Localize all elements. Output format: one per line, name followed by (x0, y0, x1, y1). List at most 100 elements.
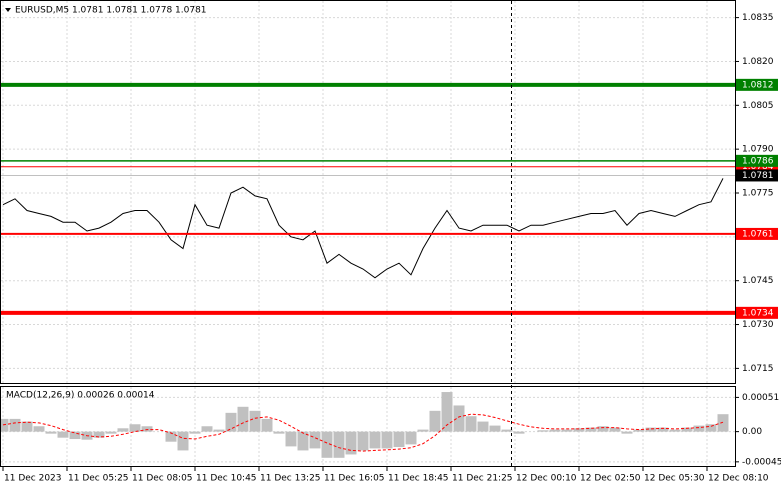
macd-bar (213, 429, 225, 432)
y-tick-label: 1.0820 (742, 57, 774, 67)
y-tick-label: 1.0745 (742, 276, 774, 286)
macd-bar (537, 430, 549, 432)
macd-bar (357, 431, 369, 451)
macd-bar (453, 405, 465, 432)
macd-bar (117, 428, 129, 432)
macd-bar (249, 410, 261, 432)
macd-bar (177, 431, 189, 451)
level-label-box (736, 78, 778, 91)
macd-bar (681, 427, 693, 432)
macd-bar (717, 414, 729, 432)
macd-bar (201, 426, 213, 432)
macd-bar (705, 424, 717, 432)
macd-title: MACD(12,26,9) 0.00026 0.00014 (6, 391, 155, 401)
macd-bar (633, 429, 645, 432)
level-label: 1.0781 (742, 171, 774, 181)
macd-bar (237, 406, 249, 432)
macd-bar (93, 431, 105, 438)
macd-bar (285, 431, 297, 447)
macd-bar (321, 431, 333, 458)
x-tick-label: 11 Dec 05:25 (68, 474, 129, 484)
level-label: 1.0812 (742, 80, 774, 90)
level-label: 1.0734 (742, 308, 774, 318)
x-tick-label: 11 Dec 08:05 (132, 474, 193, 484)
x-tick-label: 11 Dec 16:05 (324, 474, 385, 484)
macd-bar (369, 431, 381, 449)
macd-bar (381, 431, 393, 449)
macd-bar (393, 431, 405, 448)
level-label: 1.0786 (742, 156, 774, 166)
level-label-box (736, 306, 778, 319)
level-label-box (736, 169, 778, 182)
macd-bar (261, 418, 273, 432)
macd-panel-border (0, 386, 736, 467)
y-tick-label: 1.0730 (742, 320, 774, 330)
macd-bar (477, 421, 489, 432)
y-tick-label: 0.00051 (742, 393, 779, 403)
macd-bar (501, 429, 513, 432)
macd-bar (33, 426, 45, 432)
macd-bar (645, 427, 657, 432)
macd-bar (189, 431, 201, 434)
y-tick-label: 1.0775 (742, 189, 774, 199)
macd-bar (513, 431, 525, 434)
y-tick-label: 1.0715 (742, 364, 774, 374)
price-line (2, 178, 724, 279)
y-tick-label: 0.00 (742, 427, 762, 437)
x-tick-label: 11 Dec 18:45 (388, 474, 449, 484)
macd-bar (141, 426, 153, 432)
macd-bar (345, 431, 357, 455)
y-tick-label: 1.0835 (742, 13, 774, 23)
signal-line (2, 413, 724, 452)
macd-bar (69, 431, 81, 440)
x-tick-label: 12 Dec 02:50 (580, 474, 641, 484)
macd-bar (57, 431, 69, 438)
macd-bar (621, 431, 633, 434)
macd-bar (405, 431, 417, 445)
macd-bar (21, 421, 33, 432)
x-tick-label: 12 Dec 05:30 (644, 474, 705, 484)
macd-bar (297, 431, 309, 451)
macd-bar (417, 429, 429, 432)
x-tick-label: 11 Dec 21:25 (452, 474, 513, 484)
level-label-box (736, 227, 778, 240)
x-tick-label: 11 Dec 13:25 (260, 474, 321, 484)
macd-bar (273, 431, 285, 434)
macd-bar (609, 427, 621, 432)
macd-bar (105, 431, 117, 434)
macd-bar (597, 426, 609, 432)
macd-bar (441, 392, 453, 432)
macd-bar (225, 412, 237, 432)
level-label-box (736, 154, 778, 167)
macd-bar (561, 429, 573, 432)
macd-bar (657, 427, 669, 432)
macd-bar (573, 428, 585, 432)
macd-bar (45, 431, 57, 434)
macd-bar (549, 429, 561, 432)
macd-bar (129, 424, 141, 432)
y-tick-label: -0.00045 (742, 457, 781, 467)
macd-bar (333, 431, 345, 458)
x-tick-label: 11 Dec 10:45 (196, 474, 257, 484)
macd-bar (165, 431, 177, 442)
chart-title: EURUSD,M5 1.0781 1.0781 1.0778 1.0781 (15, 6, 207, 16)
macd-bar (693, 425, 705, 432)
macd-bar (669, 429, 681, 432)
macd-bar (429, 410, 441, 432)
main-panel-border (0, 0, 736, 384)
y-tick-label: 1.0790 (742, 145, 774, 155)
menu-arrow[interactable] (5, 8, 11, 12)
macd-bar (465, 416, 477, 432)
macd-bar (489, 425, 501, 432)
x-tick-label: 12 Dec 00:10 (516, 474, 577, 484)
macd-bar (9, 418, 21, 432)
level-label: 1.0761 (742, 229, 774, 239)
x-tick-label: 11 Dec 2023 (4, 474, 62, 484)
macd-bar (309, 431, 321, 449)
macd-bar (585, 427, 597, 432)
x-tick-label: 12 Dec 08:10 (708, 474, 769, 484)
